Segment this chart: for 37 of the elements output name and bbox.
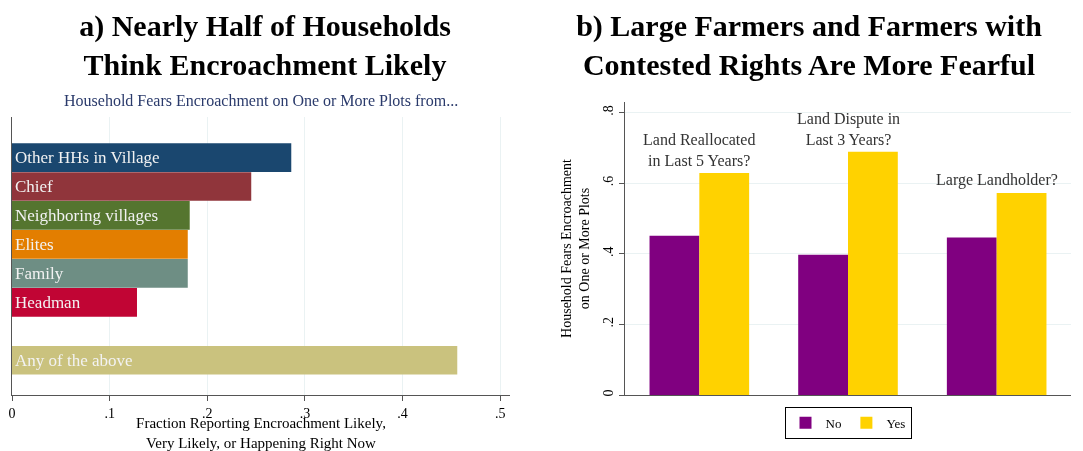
- y-tick-label: 0: [601, 389, 617, 397]
- y-tick-label: .2: [601, 317, 617, 328]
- bar: [649, 235, 700, 395]
- bar: [996, 193, 1047, 395]
- category-label: Chief: [15, 177, 53, 196]
- bar: [12, 230, 188, 259]
- category-label: Other HHs in Village: [15, 148, 160, 168]
- y-tick-label: .6: [601, 175, 617, 187]
- chart-title: a) Nearly Half of Households Think Encroachment Likely: [79, 9, 451, 82]
- legend-label: Yes: [886, 415, 906, 431]
- category-label: Family: [15, 263, 64, 283]
- category-label: Elites: [15, 234, 54, 254]
- chart-subtitle: Household Fears Encroachment on One or More Plots from...: [64, 92, 459, 109]
- bar: [12, 288, 137, 317]
- bar: [699, 172, 750, 395]
- bar: [12, 172, 252, 201]
- y-tick-label: .4: [601, 246, 617, 257]
- x-tick-label: Land Dispute in Last 3 Years?: [797, 110, 901, 148]
- chart-title: b) Large Farmers and Farmers with Contested Rights Are More Fearful: [576, 9, 1043, 82]
- y-axis-title: Household Fears Encroachment on One or More Plots: [558, 158, 592, 338]
- x-tick-label: .5: [494, 405, 506, 421]
- category-label: Neighboring villages: [15, 205, 159, 225]
- legend-label: No: [825, 415, 842, 431]
- bar: [798, 254, 848, 395]
- x-tick-label: Land Reallocated in Last 5 Years?: [643, 131, 756, 169]
- y-tick-label: .8: [601, 105, 617, 116]
- bar: [12, 345, 458, 375]
- x-tick-label: Large Landholder?: [936, 171, 1058, 189]
- bar: [12, 259, 188, 288]
- x-tick-label: 0: [8, 405, 16, 421]
- category-label: Any of the above: [15, 350, 133, 370]
- bar: [848, 151, 898, 395]
- bar: [946, 237, 997, 395]
- bar: [12, 143, 292, 172]
- x-tick-label: .1: [104, 405, 115, 421]
- x-tick-label: .4: [397, 405, 408, 421]
- category-label: Headman: [15, 292, 81, 312]
